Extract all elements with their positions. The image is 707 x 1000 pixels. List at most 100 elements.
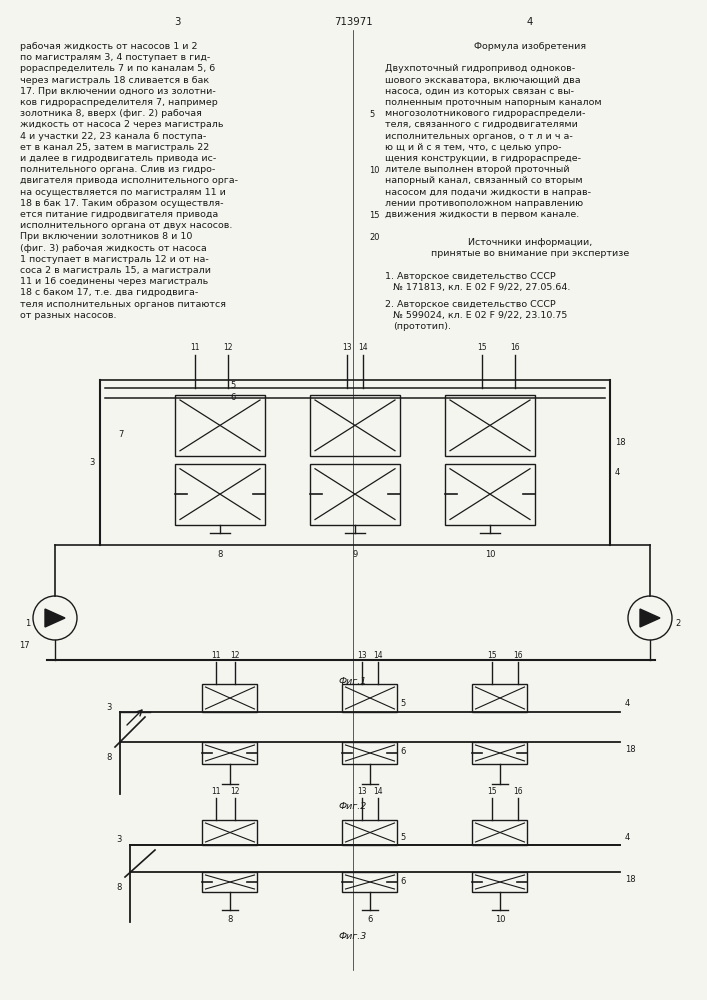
Text: лителе выполнен второй проточный: лителе выполнен второй проточный (385, 165, 570, 174)
Bar (472, 820, 527, 845)
Text: 11 и 16 соединены через магистраль: 11 и 16 соединены через магистраль (20, 277, 209, 286)
Text: 14: 14 (373, 787, 382, 796)
Text: ет в канал 25, затем в магистраль 22: ет в канал 25, затем в магистраль 22 (20, 143, 209, 152)
Text: 14: 14 (358, 343, 368, 352)
Text: 15: 15 (369, 211, 380, 220)
Text: 16: 16 (513, 787, 522, 796)
Text: и далее в гидродвигатель привода ис-: и далее в гидродвигатель привода ис- (20, 154, 216, 163)
Text: 2. Авторское свидетельство СССР: 2. Авторское свидетельство СССР (385, 300, 556, 309)
Text: 3: 3 (90, 458, 95, 467)
Text: лении противоположном направлению: лении противоположном направлению (385, 199, 583, 208)
Text: 713971: 713971 (334, 17, 373, 27)
Bar (342, 872, 397, 892)
Bar (202, 872, 257, 892)
Text: 3: 3 (174, 17, 180, 27)
Text: 8: 8 (107, 752, 112, 762)
Text: 4: 4 (625, 832, 630, 842)
Text: 12: 12 (230, 787, 240, 796)
Text: 2: 2 (675, 618, 680, 628)
Text: 10: 10 (485, 550, 495, 559)
Text: ков гидрораспределителя 7, например: ков гидрораспределителя 7, например (20, 98, 218, 107)
Text: 6: 6 (400, 748, 405, 756)
Text: 1. Авторское свидетельство СССР: 1. Авторское свидетельство СССР (385, 272, 556, 281)
Text: № 171813, кл. Е 02 F 9/22, 27.05.64.: № 171813, кл. Е 02 F 9/22, 27.05.64. (393, 283, 571, 292)
Bar (310, 464, 400, 524)
Text: 8: 8 (117, 882, 122, 892)
Text: 10: 10 (369, 166, 380, 175)
Text: на осуществляется по магистралям 11 и: на осуществляется по магистралям 11 и (20, 188, 226, 197)
Text: 3: 3 (107, 702, 112, 712)
Text: напорный канал, связанный со вторым: напорный канал, связанный со вторым (385, 176, 583, 185)
Text: жидкость от насоса 2 через магистраль: жидкость от насоса 2 через магистраль (20, 120, 223, 129)
Text: рабочая жидкость от насосов 1 и 2: рабочая жидкость от насосов 1 и 2 (20, 42, 197, 51)
Text: 4: 4 (527, 17, 533, 27)
Text: Формула изобретения: Формула изобретения (474, 42, 586, 51)
Text: ется питание гидродвигателя привода: ется питание гидродвигателя привода (20, 210, 218, 219)
Text: 14: 14 (373, 651, 382, 660)
Text: 20: 20 (369, 233, 380, 242)
Bar (472, 684, 527, 712)
Bar (342, 820, 397, 845)
Text: рораспределитель 7 и по каналам 5, 6: рораспределитель 7 и по каналам 5, 6 (20, 64, 215, 73)
Text: насоса, один из которых связан с вы-: насоса, один из которых связан с вы- (385, 87, 574, 96)
Bar (202, 684, 257, 712)
Text: 5: 5 (369, 110, 374, 119)
Text: по магистралям 3, 4 поступает в гид-: по магистралям 3, 4 поступает в гид- (20, 53, 210, 62)
Text: 17. При включении одного из золотни-: 17. При включении одного из золотни- (20, 87, 216, 96)
Polygon shape (640, 609, 660, 627)
Text: 11: 11 (211, 787, 221, 796)
Text: 18 с баком 17, т.е. два гидродвига-: 18 с баком 17, т.е. два гидродвига- (20, 288, 198, 297)
Text: № 599024, кл. Е 02 F 9/22, 23.10.75: № 599024, кл. Е 02 F 9/22, 23.10.75 (393, 311, 568, 320)
Text: 12: 12 (223, 343, 233, 352)
Text: золотника 8, вверх (фиг. 2) рабочая: золотника 8, вверх (фиг. 2) рабочая (20, 109, 202, 118)
Text: теля, связанного с гидродвигателями: теля, связанного с гидродвигателями (385, 120, 578, 129)
Text: 9: 9 (352, 550, 358, 559)
Bar (310, 395, 400, 456)
Text: 15: 15 (487, 651, 497, 660)
Bar (100, 380, 610, 545)
Bar (202, 820, 257, 845)
Text: 13: 13 (342, 343, 352, 352)
Bar (342, 684, 397, 712)
Polygon shape (45, 609, 65, 627)
Text: 4 и участки 22, 23 канала 6 поступа-: 4 и участки 22, 23 канала 6 поступа- (20, 132, 206, 141)
Text: 6: 6 (400, 878, 405, 886)
Bar (175, 464, 265, 524)
Text: 6: 6 (230, 393, 235, 402)
Text: 10: 10 (495, 915, 506, 924)
Text: Фиг.1: Фиг.1 (339, 677, 367, 686)
Text: 18 в бак 17. Таким образом осуществля-: 18 в бак 17. Таким образом осуществля- (20, 199, 223, 208)
Text: 11: 11 (190, 343, 200, 352)
Text: 12: 12 (230, 651, 240, 660)
Text: 15: 15 (487, 787, 497, 796)
Text: 13: 13 (357, 787, 367, 796)
Text: При включении золотников 8 и 10: При включении золотников 8 и 10 (20, 232, 192, 241)
Text: ю щ и й с я тем, что, с целью упро-: ю щ и й с я тем, что, с целью упро- (385, 143, 561, 152)
Text: Источники информации,: Источники информации, (468, 238, 592, 247)
Bar (472, 742, 527, 764)
Text: 8: 8 (217, 550, 223, 559)
Text: теля исполнительных органов питаются: теля исполнительных органов питаются (20, 300, 226, 309)
Text: соса 2 в магистраль 15, а магистрали: соса 2 в магистраль 15, а магистрали (20, 266, 211, 275)
Text: 18: 18 (615, 438, 626, 447)
Text: 5: 5 (400, 832, 405, 842)
Text: 1: 1 (25, 618, 30, 628)
Text: 7: 7 (118, 430, 124, 439)
Text: через магистраль 18 сливается в бак: через магистраль 18 сливается в бак (20, 76, 209, 85)
Bar (445, 464, 535, 524)
Bar (472, 872, 527, 892)
Text: Двухпоточный гидропривод одноков-: Двухпоточный гидропривод одноков- (385, 64, 575, 73)
Text: от разных насосов.: от разных насосов. (20, 311, 117, 320)
Text: 8: 8 (228, 915, 233, 924)
Text: полнительного органа. Слив из гидро-: полнительного органа. Слив из гидро- (20, 165, 215, 174)
Text: полненным проточным напорным каналом: полненным проточным напорным каналом (385, 98, 602, 107)
Bar (342, 742, 397, 764)
Text: 17: 17 (19, 642, 30, 650)
Text: (прототип).: (прототип). (393, 322, 451, 331)
Text: исполнительного органа от двух насосов.: исполнительного органа от двух насосов. (20, 221, 233, 230)
Text: Фиг.2: Фиг.2 (339, 802, 367, 811)
Text: 4: 4 (615, 468, 620, 477)
Text: щения конструкции, в гидрораспреде-: щения конструкции, в гидрораспреде- (385, 154, 581, 163)
Text: 16: 16 (510, 343, 520, 352)
Text: 3: 3 (117, 836, 122, 844)
